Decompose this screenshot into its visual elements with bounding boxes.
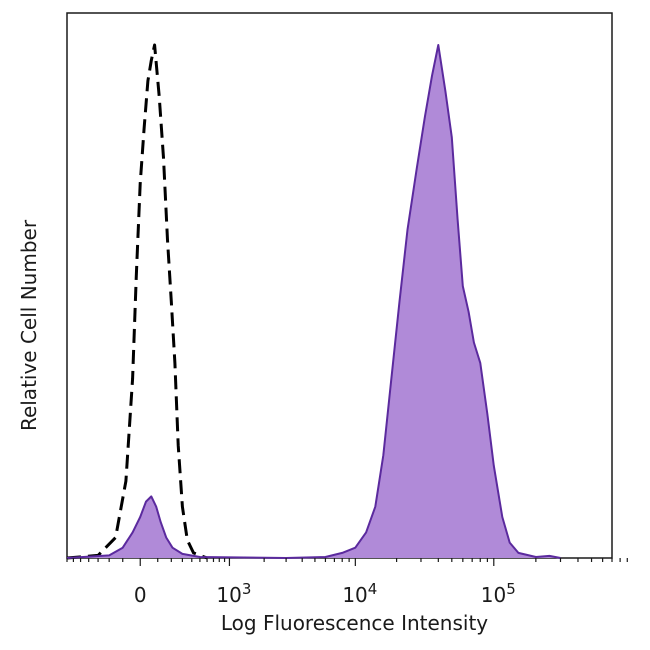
x-tick-label: 0	[134, 583, 147, 607]
x-tick-label: 103	[216, 580, 251, 607]
x-axis-ticks	[66, 558, 628, 566]
series-layer	[66, 43, 561, 560]
x-tick-label: 105	[481, 580, 516, 607]
series-0-dashed-outline	[66, 43, 208, 560]
series-1-outline	[66, 44, 561, 559]
x-axis-label: Log Fluorescence Intensity	[221, 611, 488, 635]
plot-frame	[66, 12, 613, 559]
y-axis-label: Relative Cell Number	[17, 219, 41, 431]
x-axis-tick-labels: 0 103 104 105	[134, 580, 516, 607]
x-tick-label: 104	[342, 580, 377, 607]
series-1-area	[67, 45, 561, 558]
